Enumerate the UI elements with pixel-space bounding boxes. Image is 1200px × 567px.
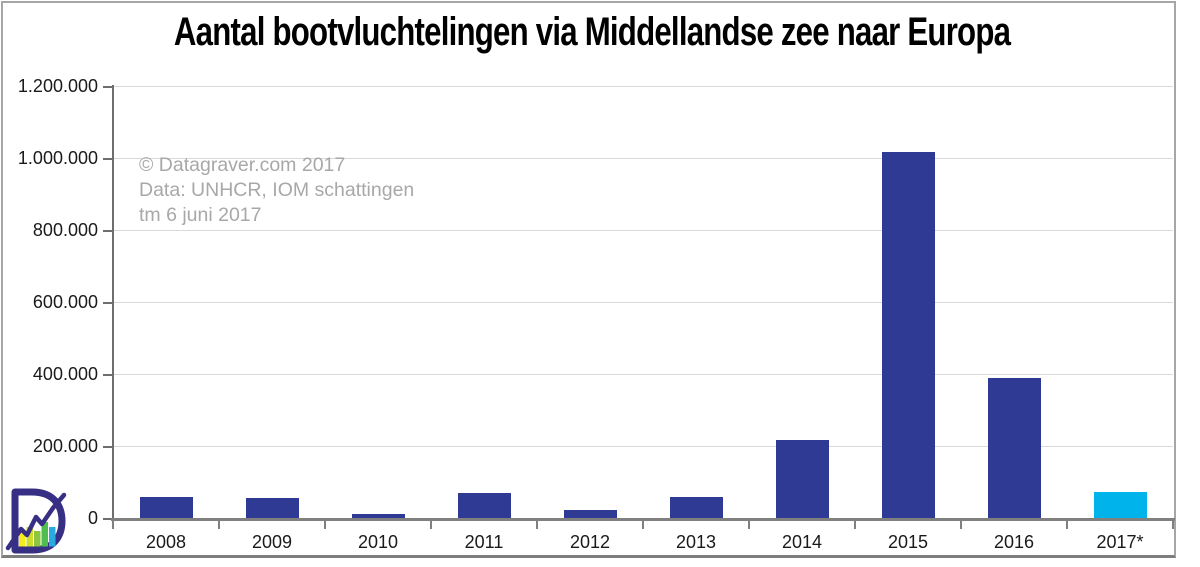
- x-axis-tick: [536, 520, 538, 529]
- x-tick-label: 2013: [675, 532, 717, 552]
- x-axis-tick: [324, 520, 326, 529]
- y-axis-tick: [103, 301, 112, 304]
- gridline-600.000: [113, 302, 1173, 304]
- y-axis-line: [111, 84, 114, 521]
- x-axis-tick: [1172, 520, 1174, 529]
- x-axis-tick: [960, 520, 962, 529]
- x-axis-tick: [218, 520, 220, 529]
- y-axis-tick: [103, 518, 112, 520]
- x-axis-tick: [748, 520, 750, 529]
- bar-2015: [881, 151, 935, 518]
- y-axis-tick: [103, 229, 112, 232]
- x-axis-line: [111, 517, 1175, 521]
- x-tick-label: 2008: [145, 532, 187, 552]
- x-tick-label: 2017*: [1096, 532, 1144, 552]
- bar-2016: [987, 377, 1041, 518]
- x-tick-label: 2014: [781, 532, 823, 552]
- x-tick-label: 2010: [357, 532, 399, 552]
- x-tick-label: 2009: [251, 532, 293, 552]
- bar-2017*: [1093, 491, 1147, 518]
- bar-2010: [351, 513, 405, 518]
- x-axis-tick: [112, 520, 114, 529]
- gridline-800.000: [113, 230, 1173, 232]
- y-tick-label: 800.000: [32, 219, 98, 240]
- gridline-1.200.000: [113, 86, 1173, 87]
- bar-2014: [775, 439, 829, 518]
- y-axis-tick: [103, 85, 112, 88]
- x-axis-tick: [430, 520, 432, 529]
- y-axis-tick: [103, 445, 112, 448]
- bar-2013: [669, 496, 723, 518]
- gridline-1.000.000: [113, 158, 1173, 160]
- watermark-date: tm 6 juni 2017: [139, 204, 262, 226]
- x-axis-tick: [642, 520, 644, 529]
- watermark: © Datagraver.com 2017 Data: UNHCR, IOM s…: [139, 153, 414, 228]
- y-axis-tick: [103, 373, 112, 376]
- datagraver-logo-icon: [5, 488, 67, 554]
- watermark-copyright: © Datagraver.com 2017: [139, 154, 346, 176]
- image-border-frame: [1, 1, 1176, 558]
- x-tick-label: 2011: [464, 532, 504, 552]
- gridline-200.000: [113, 446, 1173, 448]
- x-tick-label: 2015: [887, 532, 929, 552]
- y-tick-label: 1.200.000: [17, 75, 98, 96]
- y-tick-label: 600.000: [32, 291, 98, 312]
- y-tick-label: 200.000: [32, 435, 98, 456]
- x-tick-label: 2012: [569, 532, 611, 552]
- bar-2012: [563, 509, 617, 518]
- y-axis-tick: [103, 157, 112, 160]
- y-tick-label: 0: [87, 508, 98, 528]
- chart-title: Aantal bootvluchtelingen via Middellands…: [173, 10, 1011, 54]
- x-axis-tick: [854, 520, 856, 529]
- x-axis-tick: [1066, 520, 1068, 529]
- gridline-400.000: [113, 374, 1173, 376]
- x-tick-label: 2016: [993, 532, 1035, 552]
- y-tick-label: 1.000.000: [17, 147, 98, 168]
- bar-2011: [457, 492, 511, 518]
- y-tick-label: 400.000: [32, 363, 98, 384]
- bar-2009: [245, 497, 299, 518]
- watermark-source: Data: UNHCR, IOM schattingen: [139, 179, 415, 201]
- bar-2008: [139, 496, 193, 518]
